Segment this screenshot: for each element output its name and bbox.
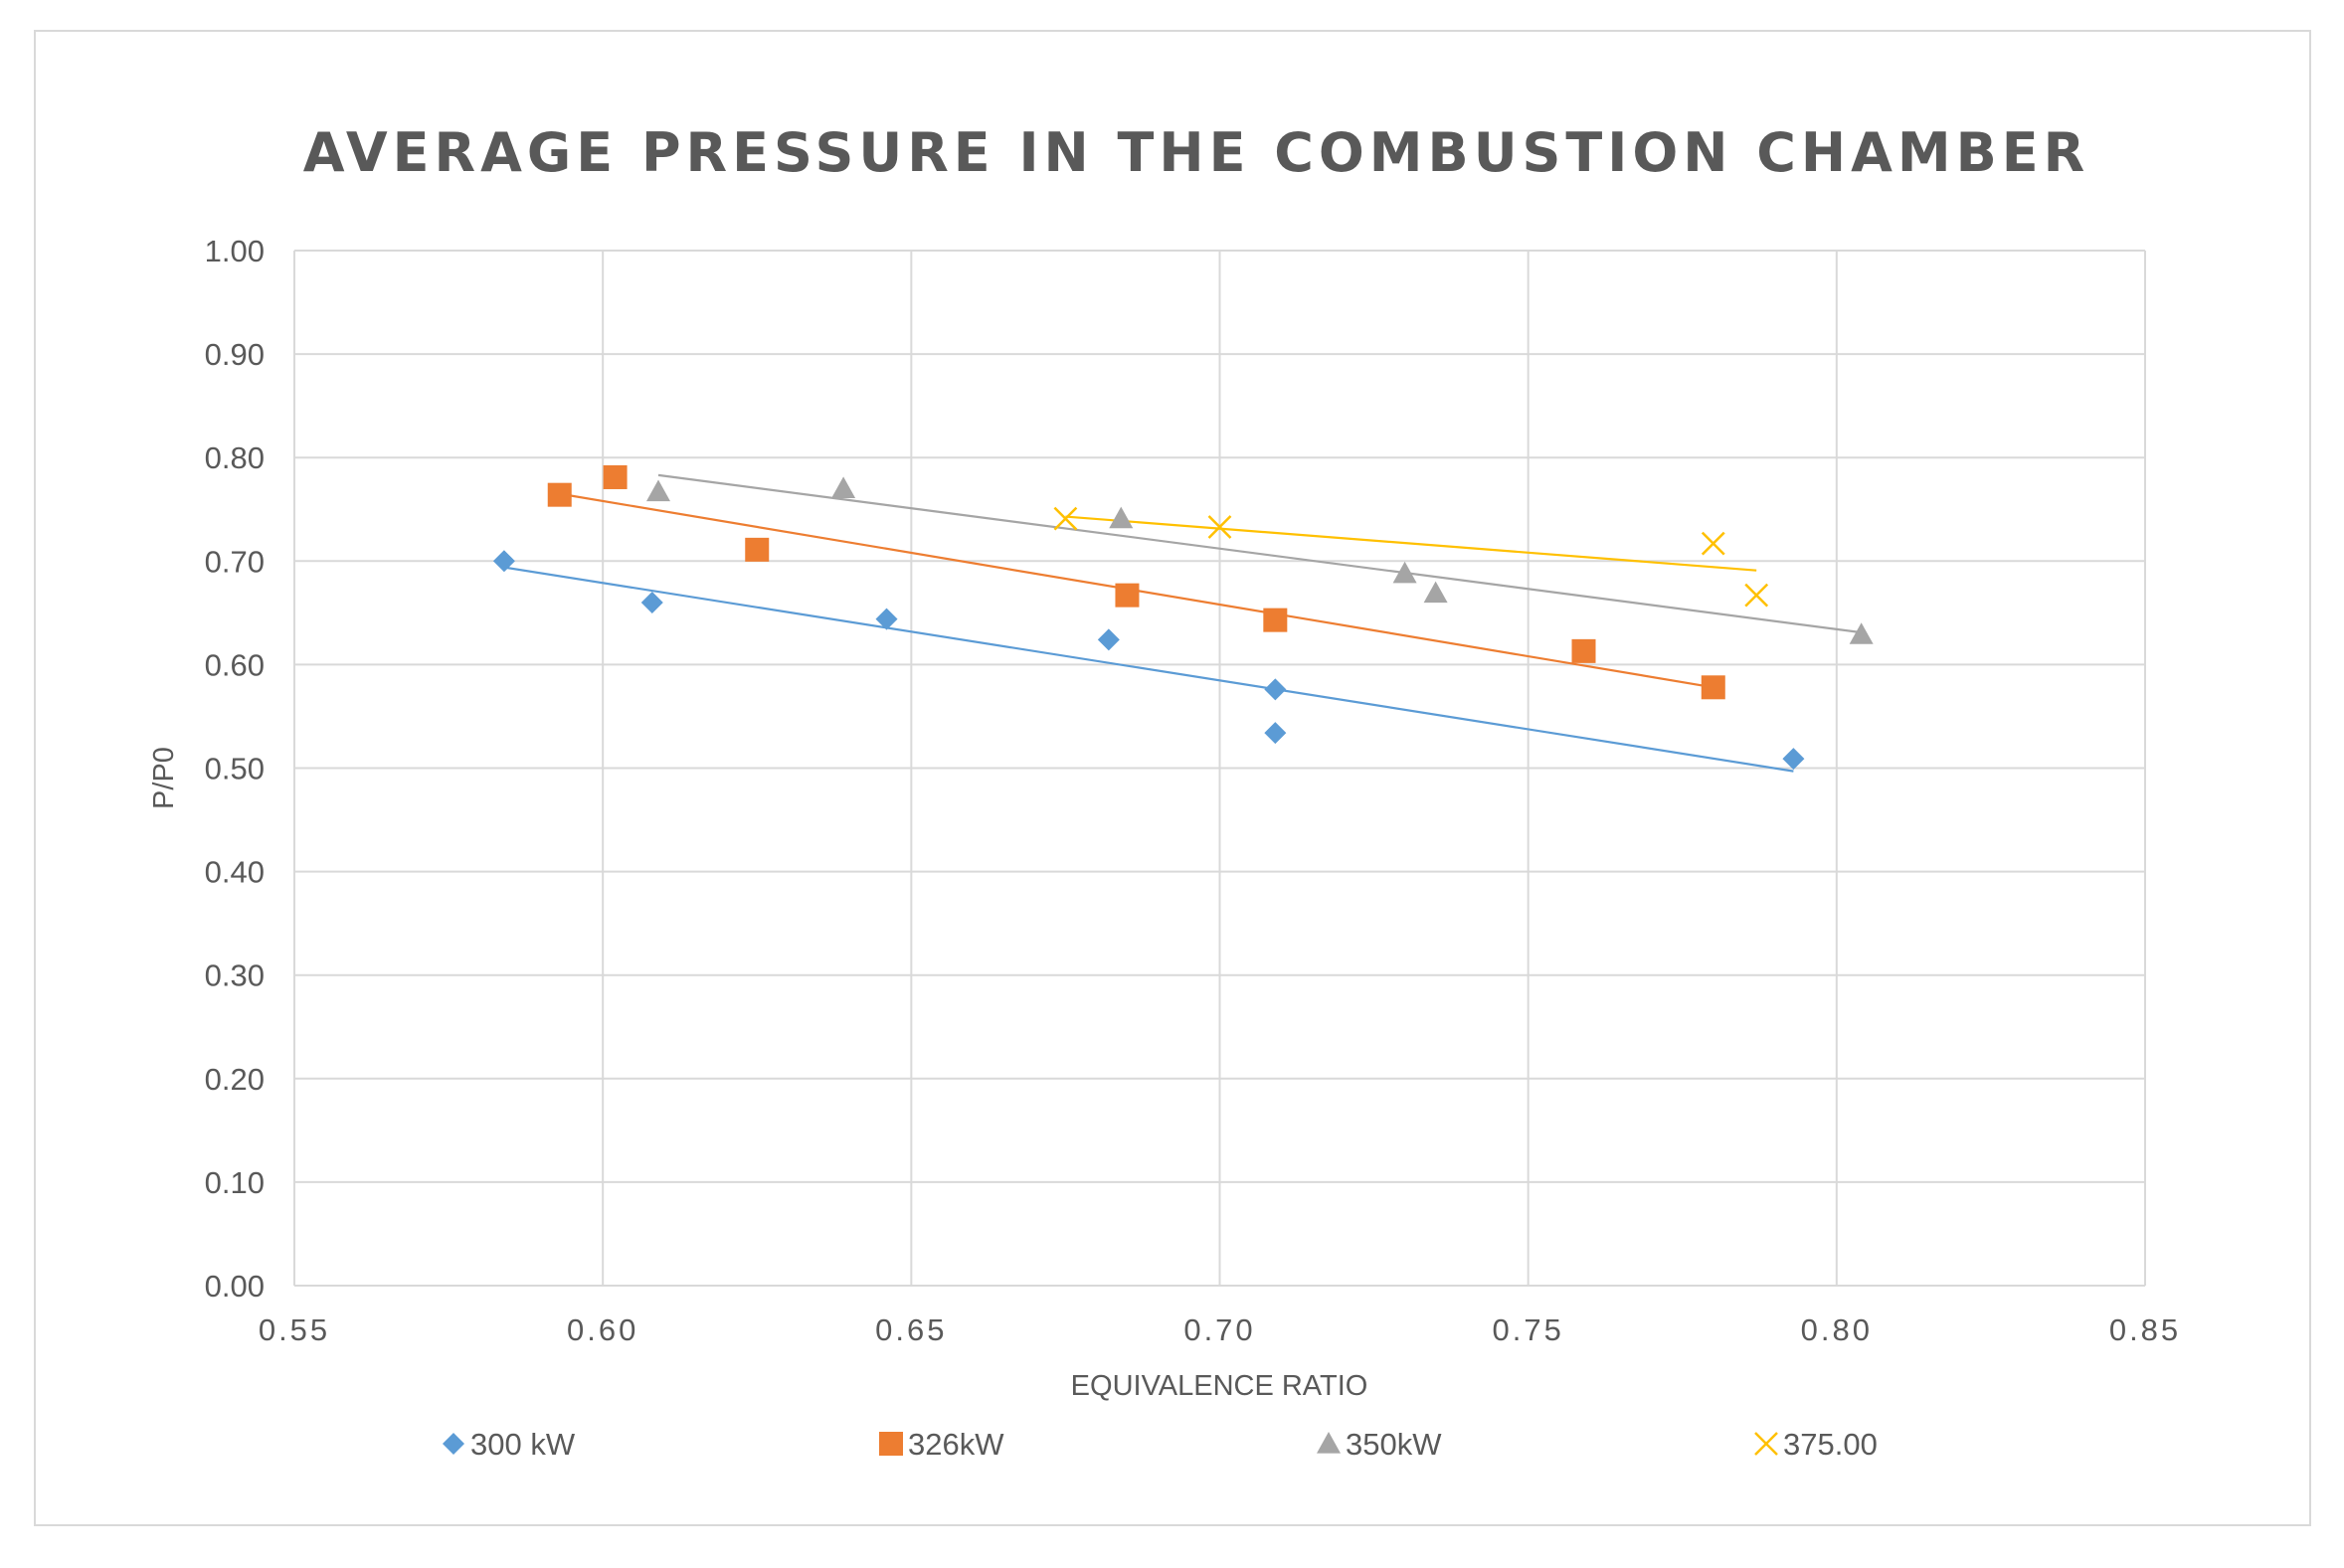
legend-marker-350kw xyxy=(1317,1432,1341,1454)
data-point-375-00 xyxy=(1053,506,1078,531)
legend-marker-375-00 xyxy=(1754,1432,1778,1456)
x-tick-label: 0.70 xyxy=(1183,1312,1255,1347)
data-point-350kw xyxy=(645,479,670,502)
legend-marker-326kw xyxy=(879,1432,903,1456)
y-tick-label: 0.30 xyxy=(205,958,265,993)
y-tick-label: 0.00 xyxy=(205,1269,265,1304)
x-tick-label: 0.75 xyxy=(1492,1312,1563,1347)
x-axis-title: EQUIVALENCE RATIO xyxy=(1071,1370,1368,1402)
y-tick-label: 0.80 xyxy=(205,440,265,475)
data-point-350kw xyxy=(1849,622,1874,644)
chart-frame xyxy=(34,30,2311,1526)
data-point-300-kw xyxy=(1782,748,1805,771)
grid xyxy=(293,250,2146,1287)
data-point-300-kw xyxy=(492,550,515,573)
x-tick-label: 0.80 xyxy=(1801,1312,1873,1347)
chart-title: AVERAGE PRESSURE IN THE COMBUSTION CHAMB… xyxy=(303,121,2090,184)
trendlines xyxy=(503,473,1862,773)
y-tick-label: 0.10 xyxy=(205,1165,265,1200)
legend-label-326kw: 326kW xyxy=(908,1427,1004,1462)
y-tick-label: 0.40 xyxy=(205,855,265,890)
data-point-300-kw xyxy=(640,591,663,613)
x-tick-label: 0.85 xyxy=(2109,1312,2181,1347)
legend-label-300-kw: 300 kW xyxy=(470,1427,576,1462)
legend-label-350kw: 350kW xyxy=(1346,1427,1442,1462)
data-point-375-00 xyxy=(1207,515,1232,539)
legend-marker-300-kw xyxy=(443,1433,464,1455)
data-point-300-kw xyxy=(1264,722,1287,745)
data-point-300-kw xyxy=(1264,678,1287,701)
x-tick-label: 0.60 xyxy=(567,1312,638,1347)
data-point-300-kw xyxy=(1097,628,1120,651)
data-point-326kw xyxy=(1115,583,1140,608)
x-tick-label: 0.65 xyxy=(875,1312,947,1347)
trendline-350kw xyxy=(657,473,1862,634)
y-tick-label: 0.70 xyxy=(205,544,265,579)
data-point-350kw xyxy=(1109,506,1134,529)
y-tick-label: 0.20 xyxy=(205,1062,265,1097)
tick-labels: 0.00 0.10 0.20 0.30 0.40 0.50 0.60 0.70 0.80 0.90… xyxy=(205,234,2181,1347)
data-point-326kw xyxy=(1263,608,1288,632)
data-markers xyxy=(492,464,1874,771)
y-tick-label: 0.60 xyxy=(205,647,265,682)
y-axis-title: P/P0 xyxy=(148,747,180,809)
trendline-300-kw xyxy=(503,566,1794,773)
data-point-375-00 xyxy=(1701,531,1725,556)
y-tick-label: 0.90 xyxy=(205,337,265,372)
y-tick-label: 0.50 xyxy=(205,752,265,786)
trendline-375-00 xyxy=(1065,515,1757,572)
legend-label-375-00: 375.00 xyxy=(1783,1427,1878,1462)
data-point-350kw xyxy=(831,476,856,499)
data-point-326kw xyxy=(745,537,770,562)
data-point-300-kw xyxy=(875,608,898,630)
data-point-326kw xyxy=(1571,638,1596,663)
data-point-326kw xyxy=(547,482,572,507)
data-point-326kw xyxy=(603,464,628,489)
data-point-350kw xyxy=(1392,561,1417,584)
data-point-350kw xyxy=(1423,581,1448,604)
data-point-326kw xyxy=(1701,675,1725,700)
x-tick-label: 0.55 xyxy=(259,1312,330,1347)
y-tick-label: 1.00 xyxy=(205,234,265,268)
legend: 300 kW 326kW 350kW 375.00 xyxy=(443,1427,1878,1462)
data-point-375-00 xyxy=(1744,583,1769,608)
